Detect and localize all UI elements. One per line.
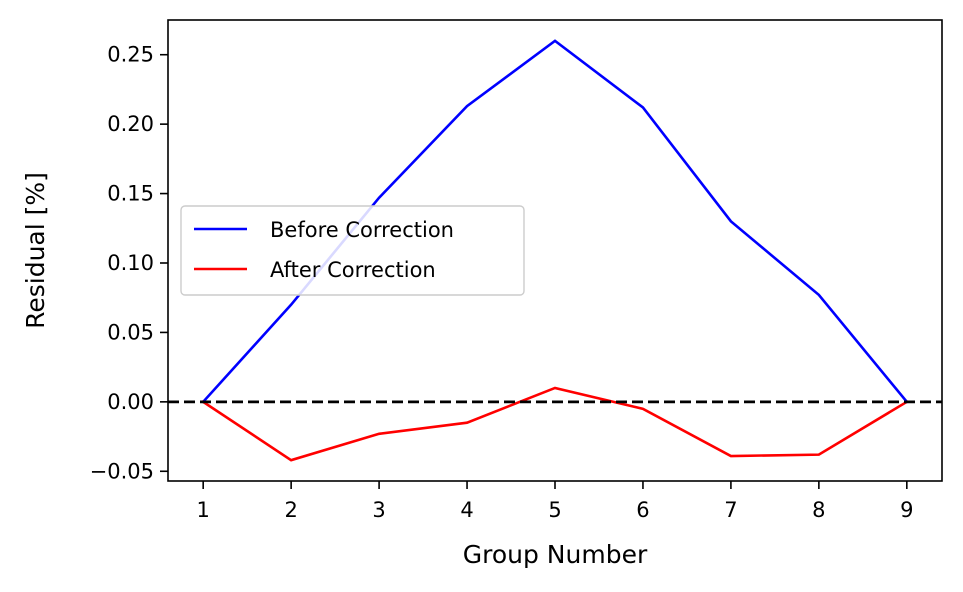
legend-box bbox=[180, 205, 525, 296]
axes: 1 2 3 4 5 6 7 8 9 −0.05 0.00 0.05 0.10 0.15 0.20 0.25 bbox=[90, 19, 943, 522]
legend-label-before-correction: Before Correction bbox=[270, 218, 454, 242]
series-line-after-correction bbox=[201, 386, 909, 462]
x-tick-label: 6 bbox=[636, 498, 649, 522]
legend: Before Correction After Correction bbox=[180, 205, 525, 296]
x-tick-label: 2 bbox=[284, 498, 297, 522]
y-tick-label: 0.15 bbox=[107, 182, 154, 206]
y-tick-label: 0.25 bbox=[107, 43, 154, 67]
y-tick-label: −0.05 bbox=[90, 459, 154, 483]
x-tick-label: 8 bbox=[812, 498, 825, 522]
legend-label-after-correction: After Correction bbox=[270, 258, 436, 282]
x-tick-label: 9 bbox=[900, 498, 913, 522]
x-tick-label: 7 bbox=[724, 498, 737, 522]
y-tick-label: 0.20 bbox=[107, 112, 154, 136]
y-tick-label: 0.10 bbox=[107, 251, 154, 275]
x-tick-label: 3 bbox=[372, 498, 385, 522]
y-tick-label: 0.00 bbox=[107, 390, 154, 414]
x-tick-label: 4 bbox=[460, 498, 473, 522]
x-tick-label: 5 bbox=[548, 498, 561, 522]
y-tick-label: 0.05 bbox=[107, 320, 154, 344]
y-axis-label: Residual [%] bbox=[21, 172, 50, 329]
x-axis-label: Group Number bbox=[463, 540, 648, 569]
x-tick-label: 1 bbox=[196, 498, 209, 522]
